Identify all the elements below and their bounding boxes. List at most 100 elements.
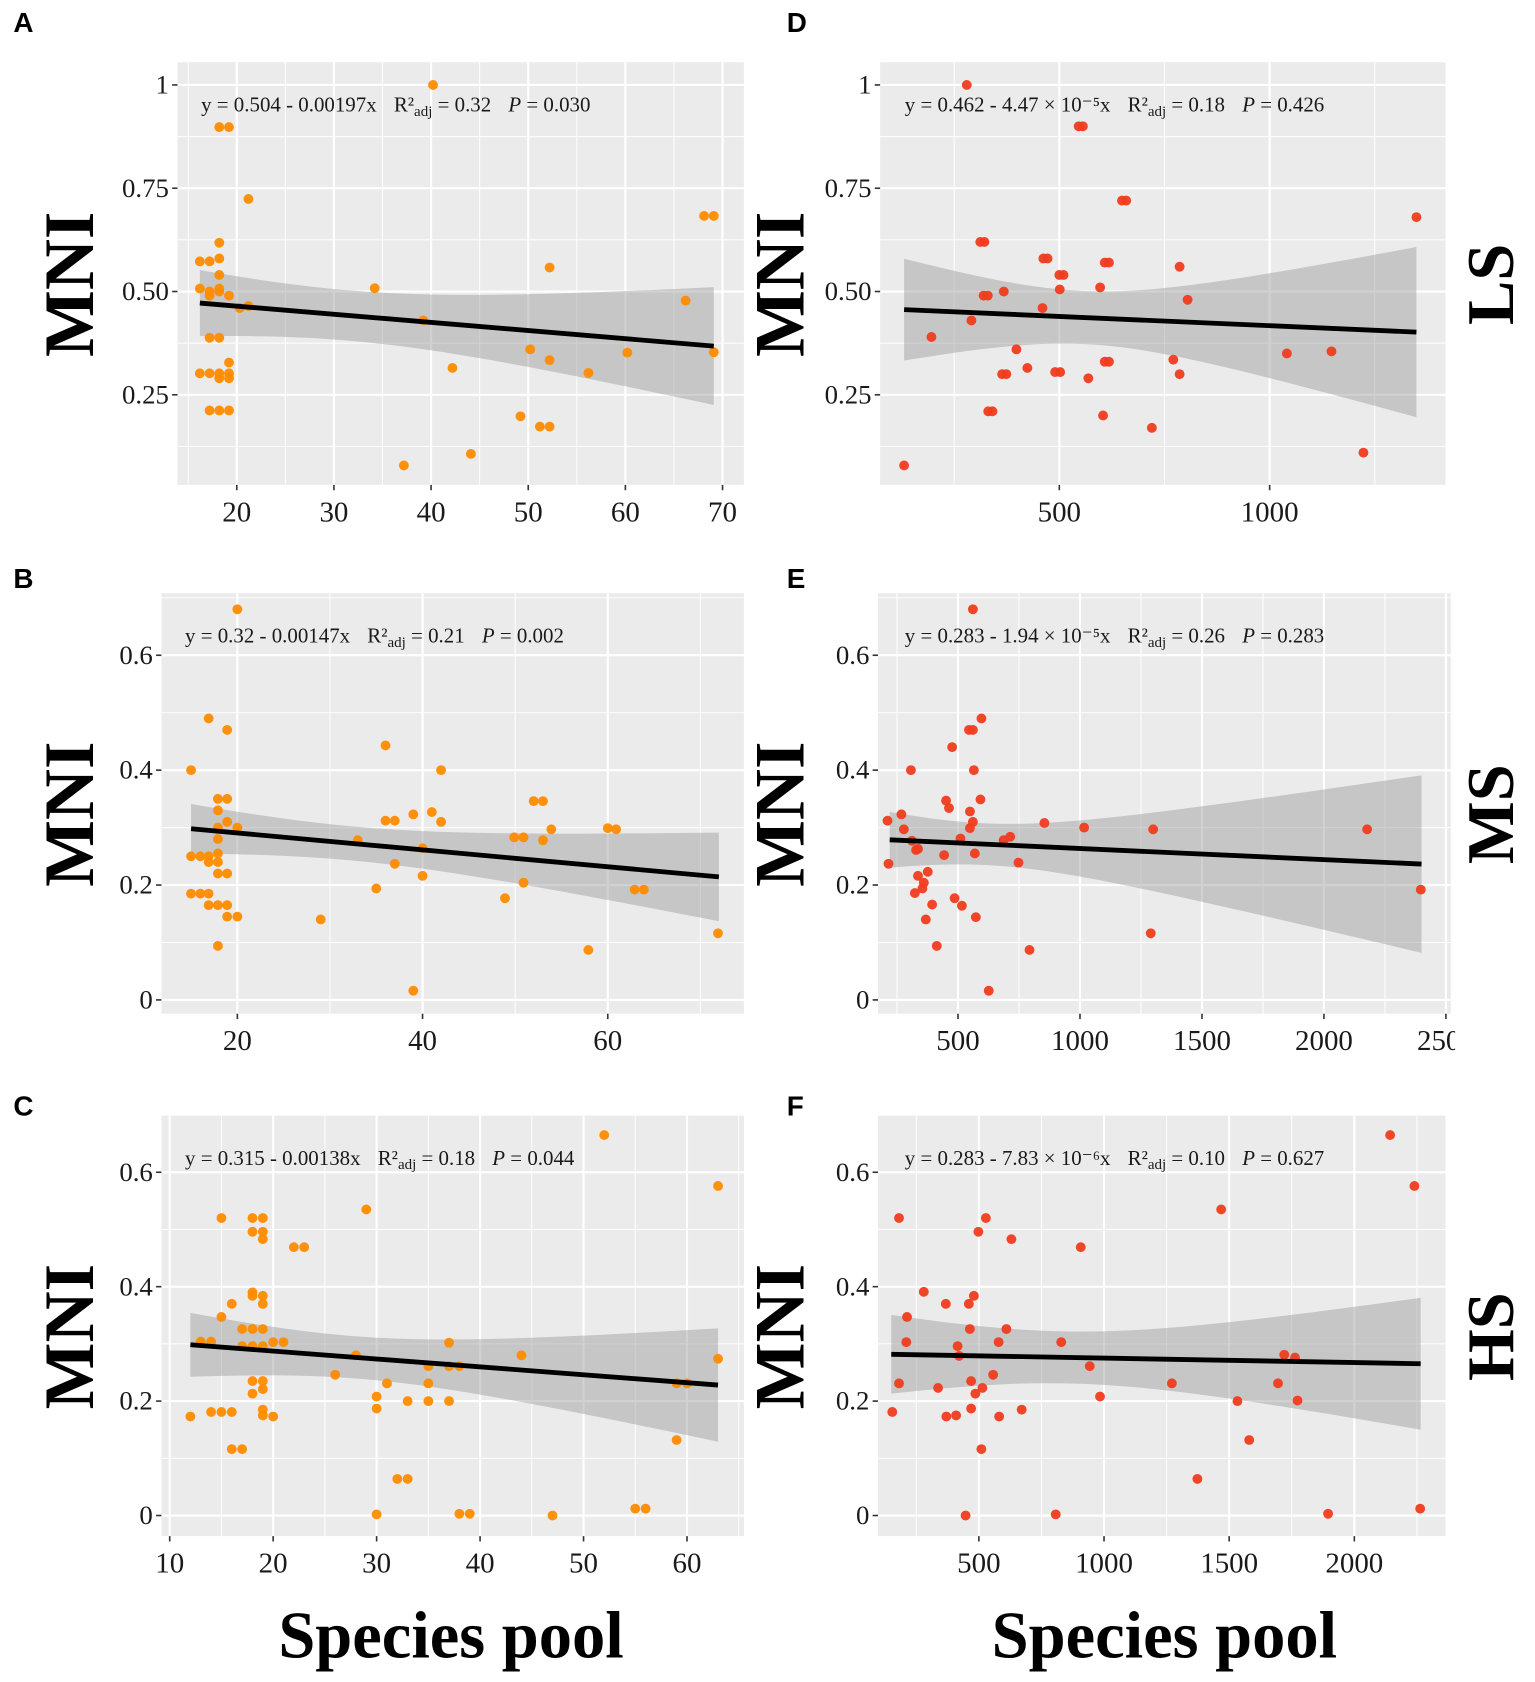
regression-line <box>889 837 1422 867</box>
equation-text: y = 0.283 - 1.94 × 10⁻⁵x <box>905 624 1111 648</box>
data-point <box>1216 1204 1227 1215</box>
x-tick-label: 60 <box>593 1025 622 1057</box>
p-label: P <box>507 93 521 117</box>
data-point <box>1077 121 1088 132</box>
x-tick-label: 500 <box>936 1025 979 1057</box>
confidence-band <box>889 775 1422 953</box>
data-point <box>392 1473 403 1484</box>
x-tick-label: 70 <box>708 496 737 528</box>
data-point <box>380 815 391 826</box>
data-point <box>1006 1234 1017 1245</box>
y-axis-title: MNI <box>741 1264 819 1409</box>
data-point <box>1174 261 1185 272</box>
p-value: = 0.426 <box>1255 93 1324 117</box>
data-point <box>920 914 931 925</box>
r2-value: = 0.21 <box>406 624 465 648</box>
data-point <box>883 858 894 869</box>
data-point <box>402 1396 413 1407</box>
x-tick-label: 500 <box>957 1548 1000 1580</box>
y-axis-title: MNI <box>31 1264 109 1409</box>
data-point <box>299 1242 310 1253</box>
data-point <box>212 805 223 816</box>
data-point <box>203 713 214 724</box>
y-tick-label: 0.4 <box>836 755 870 785</box>
data-point <box>966 315 977 326</box>
data-point <box>1192 1473 1203 1484</box>
y-tick-label: 1 <box>156 70 169 100</box>
panel-letter: B <box>13 563 33 594</box>
data-point <box>371 1509 382 1520</box>
data-point <box>1055 367 1066 378</box>
data-point <box>901 1337 912 1348</box>
panel-a: A 20 30 40 50 60 70 0.25 0.50 0.75 1 y = 0.504 - 0.… <box>13 7 744 528</box>
data-point <box>214 332 225 343</box>
data-point <box>212 857 223 867</box>
data-point <box>426 807 437 818</box>
data-point <box>382 1378 392 1389</box>
data-point <box>408 985 419 996</box>
data-points <box>882 604 1426 996</box>
data-point <box>222 868 233 879</box>
data-point <box>214 283 225 294</box>
data-point <box>993 1337 1004 1348</box>
plot-background <box>161 1115 744 1537</box>
data-point <box>894 1213 904 1223</box>
data-point <box>1148 824 1159 835</box>
data-point <box>983 985 994 996</box>
x-tick-label: 2000 <box>1295 1025 1353 1057</box>
r2-label: R² <box>367 624 387 648</box>
x-tick-label: 1500 <box>1200 1548 1258 1580</box>
data-point <box>1411 212 1422 223</box>
plot-background <box>177 62 744 485</box>
data-point <box>257 1234 268 1245</box>
plot-background <box>161 593 744 1014</box>
regression-annotation: y = 0.462 - 4.47 × 10⁻⁵x R²adj = 0.18 P = … <box>905 93 1324 120</box>
data-point <box>216 1407 227 1417</box>
data-point <box>204 405 215 416</box>
data-point <box>257 1410 268 1421</box>
regression-line <box>190 1342 719 1388</box>
data-point <box>222 793 233 804</box>
data-point <box>203 857 214 867</box>
data-point <box>1415 1503 1426 1514</box>
data-point <box>212 834 223 845</box>
data-point <box>896 809 907 820</box>
data-point <box>583 367 594 378</box>
equation-text: y = 0.283 - 7.83 × 10⁻⁶x <box>905 1146 1111 1170</box>
data-point <box>622 347 633 358</box>
data-point <box>1098 410 1108 421</box>
data-point <box>1084 1361 1095 1372</box>
data-point <box>708 210 719 221</box>
p-value: = 0.030 <box>521 93 590 117</box>
y-tick-label: 0.6 <box>836 640 870 670</box>
data-point <box>629 884 640 895</box>
data-point <box>911 845 921 855</box>
data-point <box>194 256 205 267</box>
data-point <box>1121 195 1132 206</box>
x-tick-labels: 20 40 60 <box>223 1025 622 1057</box>
data-point <box>975 794 986 805</box>
data-point <box>952 1341 963 1352</box>
data-point <box>1146 422 1157 433</box>
data-point <box>203 888 214 899</box>
data-point <box>185 1411 196 1422</box>
data-point <box>195 888 206 899</box>
data-point <box>1358 447 1369 458</box>
regression-annotation: y = 0.504 - 0.00197x R²adj = 0.32 P = 0.03… <box>201 93 590 120</box>
x-tick-labels: 20 30 40 50 60 70 <box>222 496 737 528</box>
x-tick-label: 20 <box>259 1548 288 1580</box>
r2-value: = 0.26 <box>1166 624 1225 648</box>
data-point <box>528 796 539 807</box>
data-point <box>371 883 382 894</box>
data-point <box>713 1181 723 1191</box>
data-point <box>237 1444 248 1455</box>
data-point <box>965 806 975 817</box>
regression-annotation: y = 0.283 - 7.83 × 10⁻⁶x R²adj = 0.10 P = … <box>905 1146 1324 1173</box>
data-point <box>1075 1242 1086 1253</box>
data-point <box>465 448 476 459</box>
data-point <box>1104 356 1114 367</box>
data-point <box>1244 1435 1255 1445</box>
x-tick-label: 1500 <box>1173 1025 1231 1057</box>
data-point <box>544 421 555 432</box>
y-axis-title: MNI <box>741 212 819 357</box>
